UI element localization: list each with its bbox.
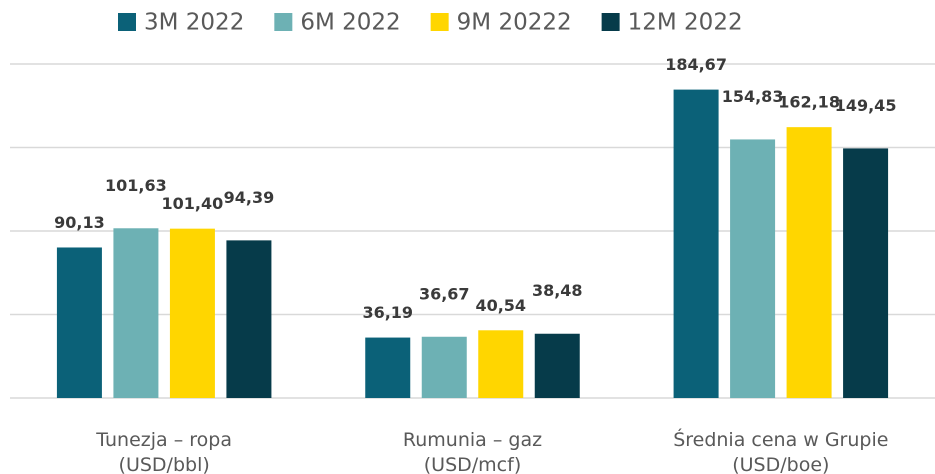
- value-label: 101,63: [105, 176, 167, 195]
- value-label: 36,19: [362, 303, 413, 322]
- x-tick-label: Tunezja – ropa (USD/bbl): [96, 429, 232, 474]
- value-label: 36,67: [419, 284, 470, 303]
- bar: [56, 247, 102, 398]
- legend-swatch: [274, 13, 293, 31]
- x-tick-label: Średnia cena w Grupie (USD/boe): [673, 429, 889, 474]
- value-label: 101,40: [162, 194, 224, 213]
- bar: [365, 337, 411, 398]
- bar: [673, 89, 719, 398]
- bar: [421, 336, 467, 398]
- bar: [478, 330, 524, 398]
- legend-label: 12M 2022: [628, 10, 743, 36]
- value-label: 38,48: [532, 281, 583, 300]
- legend-swatch: [601, 13, 620, 31]
- bar: [226, 240, 272, 398]
- value-label: 90,13: [54, 213, 105, 232]
- legend-label: 3M 2022: [144, 10, 244, 36]
- x-tick-label: Rumunia – gaz (USD/mcf): [402, 429, 543, 474]
- bar: [730, 139, 776, 398]
- value-label: 149,45: [835, 96, 897, 115]
- value-label: 94,39: [224, 188, 275, 207]
- value-label: 40,54: [475, 296, 526, 315]
- value-label: 154,83: [722, 87, 784, 106]
- value-label: 162,18: [778, 93, 840, 112]
- bar: [169, 228, 215, 398]
- legend-swatch: [118, 13, 136, 31]
- value-label: 184,67: [665, 55, 727, 74]
- legend-label: 9M 20222: [457, 10, 572, 36]
- bar: [843, 148, 889, 398]
- legend-swatch: [430, 13, 449, 31]
- bar: [534, 333, 580, 398]
- bar: [113, 228, 159, 398]
- bar: [786, 127, 832, 399]
- legend-label: 6M 2022: [300, 10, 400, 36]
